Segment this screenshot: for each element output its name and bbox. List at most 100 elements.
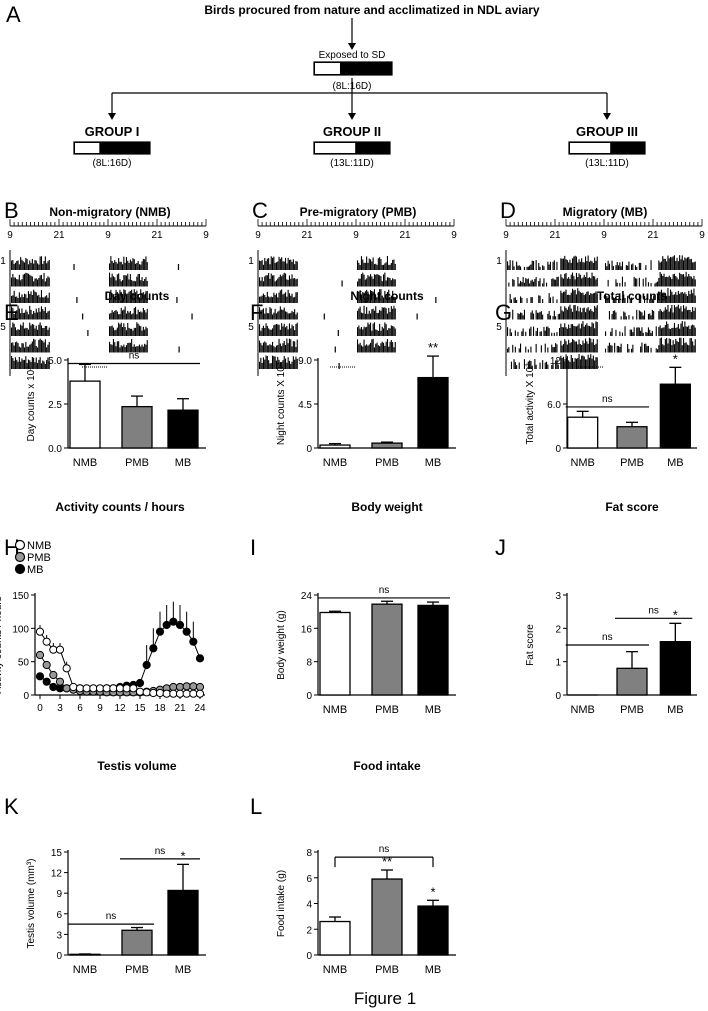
activity-bar: [586, 323, 588, 336]
activity-bar: [514, 297, 516, 303]
activity-bar: [530, 312, 532, 320]
activity-bar: [17, 279, 19, 287]
activity-bar: [119, 289, 121, 303]
activity-bar: [595, 321, 597, 336]
activity-bar: [640, 262, 642, 270]
activity-bar: [375, 343, 377, 353]
activity-bar: [559, 328, 561, 336]
activity-bar: [285, 345, 287, 353]
activity-bar: [579, 307, 581, 320]
activity-bar: [16, 261, 18, 270]
activity-bar: [35, 278, 37, 287]
activity-bar: [22, 297, 24, 303]
activity-bar: [649, 299, 651, 303]
activity-bar: [663, 273, 665, 287]
activity-bar: [145, 277, 147, 287]
activity-bar: [686, 326, 688, 336]
activity-bar: [523, 282, 525, 287]
data-point-nmb: [189, 689, 198, 698]
activity-bar: [562, 311, 564, 320]
activity-bar: [265, 323, 267, 336]
activity-bar: [275, 324, 277, 336]
activity-bar: [11, 355, 13, 369]
activity-bar: [124, 346, 126, 353]
activity-bar: [42, 263, 44, 270]
activity-bar: [145, 312, 147, 320]
activity-bar: [653, 311, 655, 320]
bar-mb: [417, 376, 449, 449]
activity-bar: [577, 277, 579, 287]
activity-bar: [40, 274, 42, 287]
activity-bar: [128, 312, 130, 320]
activity-bar: [292, 356, 294, 369]
activity-bar: [561, 293, 563, 303]
activity-bar: [531, 260, 533, 270]
activity-bar: [120, 307, 122, 320]
actogram-tick-label: 9: [699, 230, 705, 241]
data-point-pmb: [195, 682, 205, 692]
activity-bar: [676, 306, 678, 320]
activity-bar: [657, 281, 659, 287]
activity-bar: [675, 292, 677, 303]
activity-bar: [582, 340, 584, 353]
activity-bar: [684, 276, 686, 287]
activity-bar: [109, 272, 111, 287]
activity-bar: [569, 295, 571, 303]
activity-bar: [39, 338, 41, 353]
activity-bar: [146, 290, 148, 303]
activity-bar: [27, 346, 29, 353]
activity-bar: [625, 316, 627, 320]
activity-bar: [376, 297, 378, 303]
activity-bar: [285, 327, 287, 336]
activity-bar: [611, 260, 613, 270]
activity-bar: [692, 341, 694, 353]
activity-bar: [386, 330, 388, 336]
activity-bar: [655, 348, 657, 353]
activity-bar: [586, 261, 588, 270]
activity-bar: [514, 362, 516, 369]
activity-bar: [551, 344, 553, 353]
activity-bar: [26, 328, 28, 336]
activity-bar: [660, 261, 662, 270]
activity-bar: [650, 332, 652, 336]
activity-bar: [145, 256, 147, 270]
activity-bar: [278, 256, 280, 270]
activity-bar: [647, 313, 649, 320]
activity-bar: [38, 277, 40, 287]
activity-bar: [37, 295, 39, 303]
activity-bar: [288, 338, 290, 353]
activity-bar: [294, 278, 296, 287]
data-point-mb: [189, 637, 198, 646]
activity-bar: [266, 345, 268, 353]
actogram-day-marker: 5: [248, 322, 254, 333]
activity-bar: [44, 307, 46, 320]
activity-bar: [37, 363, 39, 369]
activity-bar: [137, 274, 139, 287]
activity-bar: [40, 325, 42, 336]
activity-bar: [693, 275, 695, 287]
activity-bar: [675, 261, 677, 270]
activity-bar: [141, 344, 143, 353]
activity-bar: [526, 266, 528, 270]
activity-bar: [685, 294, 687, 303]
activity-bar: [20, 280, 22, 287]
activity-bar: [323, 313, 325, 320]
activity-bar: [358, 344, 360, 353]
activity-bar: [575, 341, 577, 353]
activity-bar: [25, 257, 27, 270]
activity-bar: [295, 323, 297, 336]
activity-bar: [141, 312, 143, 320]
activity-bar: [109, 313, 111, 320]
activity-bar: [377, 312, 379, 320]
activity-bar: [116, 292, 118, 303]
activity-bar: [379, 289, 381, 303]
sig-star: **: [428, 340, 438, 355]
activity-bar: [145, 326, 147, 336]
data-point-nmb: [55, 645, 65, 654]
activity-bar: [663, 345, 665, 353]
activity-bar: [262, 293, 264, 303]
activity-bar: [18, 356, 20, 369]
activity-bar: [621, 261, 623, 270]
activity-bar: [677, 279, 679, 287]
